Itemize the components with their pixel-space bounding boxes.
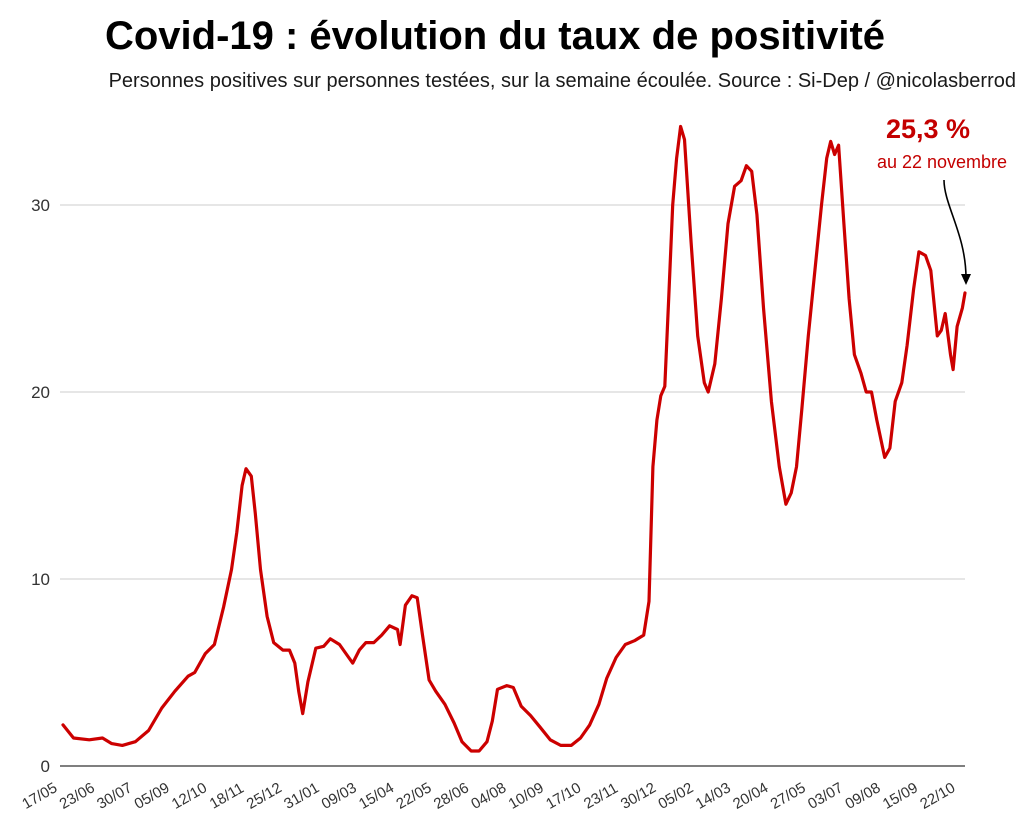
x-tick-label: 09/03 xyxy=(319,779,360,812)
y-tick-label: 10 xyxy=(31,570,50,589)
chart-subtitle: Personnes positives sur personnes testée… xyxy=(108,70,1016,92)
latest-value-annotation: 25,3 % au 22 novembre xyxy=(877,114,1007,285)
x-tick-label: 14/03 xyxy=(693,779,734,812)
x-tick-label: 17/05 xyxy=(19,779,60,812)
x-tick-label: 17/10 xyxy=(543,779,584,812)
x-tick-label: 30/12 xyxy=(618,779,659,812)
x-tick-label: 15/09 xyxy=(880,779,921,812)
x-tick-label: 20/04 xyxy=(730,779,771,812)
chart-title: Covid-19 : évolution du taux de positivi… xyxy=(104,14,886,58)
annotation-arrowhead-icon xyxy=(961,274,971,285)
positivity-rate-line xyxy=(61,124,967,753)
x-tick-label: 31/01 xyxy=(281,779,322,812)
y-axis-ticks: 0 10 20 30 xyxy=(31,196,50,776)
y-tick-label: 20 xyxy=(31,383,50,402)
y-tick-label: 30 xyxy=(31,196,50,215)
x-tick-label: 15/04 xyxy=(356,779,397,812)
series-lines xyxy=(61,124,967,753)
x-tick-label: 18/11 xyxy=(207,780,247,813)
x-axis-ticks: 17/0523/0630/0705/0912/1018/1125/1231/01… xyxy=(19,779,958,812)
x-tick-label: 03/07 xyxy=(805,779,846,812)
x-tick-label: 23/06 xyxy=(57,779,98,812)
x-tick-label: 05/09 xyxy=(131,779,172,812)
x-tick-label: 22/05 xyxy=(393,779,434,812)
x-tick-label: 04/08 xyxy=(468,779,509,812)
annotation-date: au 22 novembre xyxy=(877,152,1007,172)
x-tick-label: 09/08 xyxy=(842,779,883,812)
x-tick-label: 28/06 xyxy=(431,779,472,812)
x-tick-label: 12/10 xyxy=(169,779,210,812)
grid-lines xyxy=(60,204,965,767)
x-tick-label: 30/07 xyxy=(94,779,135,812)
annotation-arrow xyxy=(943,179,967,279)
x-tick-label: 22/10 xyxy=(917,779,958,812)
x-tick-label: 05/02 xyxy=(655,779,696,812)
x-tick-label: 23/11 xyxy=(581,780,621,813)
x-tick-label: 27/05 xyxy=(768,779,809,812)
annotation-value: 25,3 % xyxy=(886,114,970,144)
y-tick-label: 0 xyxy=(41,757,50,776)
x-tick-label: 10/09 xyxy=(506,779,547,812)
x-tick-label: 25/12 xyxy=(244,779,285,812)
